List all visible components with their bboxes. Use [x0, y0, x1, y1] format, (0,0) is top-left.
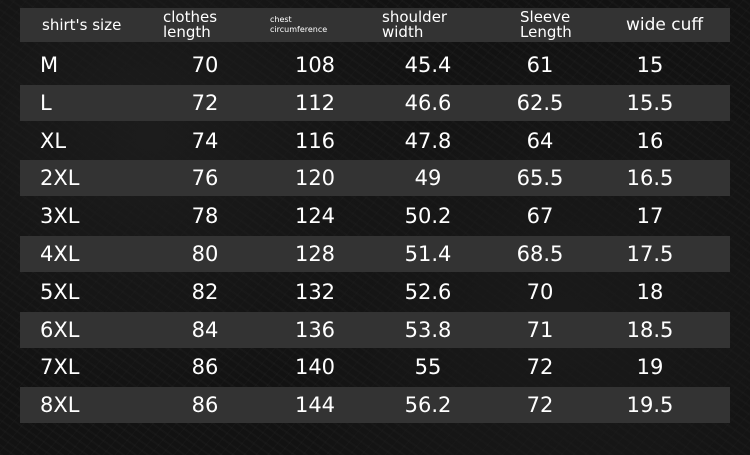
- measurement-cell: 70: [526, 279, 554, 304]
- measurement-cell: 136: [294, 317, 336, 342]
- column-header-line: width: [382, 23, 424, 41]
- size-cell: 6XL: [40, 317, 80, 342]
- measurement-cell: 65.5: [516, 166, 564, 191]
- table-row: 6XL 84 136 53.8 71 18.5: [20, 311, 730, 348]
- measurement-cell: 47.8: [404, 128, 452, 153]
- size-cell: 5XL: [40, 279, 80, 304]
- measurement-cell: 16: [636, 128, 664, 153]
- measurement-cell: 18: [636, 279, 664, 304]
- size-cell: L: [40, 90, 52, 115]
- measurement-cell: 46.6: [404, 90, 452, 115]
- column-header-line: Length: [520, 23, 572, 41]
- measurement-cell: 144: [294, 393, 336, 418]
- measurement-cell: 68.5: [516, 242, 564, 266]
- measurement-cell: 50.2: [404, 204, 452, 229]
- measurement-cell: 76: [191, 166, 219, 191]
- column-header-line: Sleeve: [520, 8, 571, 26]
- measurement-cell: 16.5: [626, 166, 674, 191]
- measurement-cell: 49: [414, 166, 442, 191]
- measurement-cell: 71: [526, 317, 554, 342]
- measurement-cell: 51.4: [404, 242, 452, 266]
- measurement-cell: 80: [191, 242, 219, 266]
- column-header: chest circumference: [270, 8, 327, 42]
- size-cell: 3XL: [40, 204, 80, 229]
- column-header: clothes length: [163, 8, 217, 42]
- size-cell: M: [40, 53, 59, 77]
- measurement-cell: 72: [191, 90, 219, 115]
- measurement-cell: 70: [191, 53, 219, 77]
- column-header: wide cuff: [626, 8, 703, 42]
- measurement-cell: 112: [294, 90, 336, 115]
- size-cell: 8XL: [40, 393, 80, 418]
- table-row: XL 74 116 47.8 64 16: [20, 123, 730, 159]
- column-header-line: shoulder: [382, 8, 448, 26]
- measurement-cell: 108: [294, 53, 336, 77]
- measurement-cell: 56.2: [404, 393, 452, 418]
- measurement-cell: 86: [191, 393, 219, 418]
- measurement-cell: 64: [526, 128, 554, 153]
- column-header-line: length: [163, 23, 211, 41]
- measurement-cell: 86: [191, 355, 219, 380]
- table-row: 7XL 86 140 55 72 19: [20, 349, 730, 385]
- measurement-cell: 78: [191, 204, 219, 229]
- column-header: shirt's size: [42, 8, 121, 42]
- measurement-cell: 124: [294, 204, 336, 229]
- measurement-cell: 74: [191, 128, 219, 153]
- table-row: M 70 108 45.4 61 15: [20, 47, 730, 83]
- measurement-cell: 132: [294, 279, 336, 304]
- table-row: 2XL 76 120 49 65.5 16.5: [20, 160, 730, 197]
- column-header: shoulder width: [382, 8, 447, 42]
- table-row: 5XL 82 132 52.6 70 18: [20, 274, 730, 310]
- measurement-cell: 53.8: [404, 317, 452, 342]
- measurement-cell: 82: [191, 279, 219, 304]
- table-row: 3XL 78 124 50.2 67 17: [20, 198, 730, 234]
- measurement-cell: 140: [294, 355, 336, 380]
- measurement-cell: 67: [526, 204, 554, 229]
- column-header-line: circumference: [270, 25, 328, 34]
- measurement-cell: 55: [414, 355, 442, 380]
- measurement-cell: 19: [636, 355, 664, 380]
- table-row: 8XL 86 144 56.2 72 19.5: [20, 387, 730, 424]
- measurement-cell: 17.5: [626, 242, 674, 266]
- table-row: 4XL 80 128 51.4 68.5 17.5: [20, 236, 730, 272]
- measurement-cell: 72: [526, 355, 554, 380]
- size-cell: XL: [40, 128, 67, 153]
- column-header-line: chest: [270, 15, 292, 24]
- measurement-cell: 61: [526, 53, 554, 77]
- column-header-line: clothes: [163, 8, 218, 26]
- measurement-cell: 17: [636, 204, 664, 229]
- measurement-cell: 18.5: [626, 317, 674, 342]
- column-header-line: wide cuff: [626, 14, 704, 35]
- measurement-cell: 72: [526, 393, 554, 418]
- measurement-cell: 62.5: [516, 90, 564, 115]
- measurement-cell: 116: [294, 128, 336, 153]
- measurement-cell: 128: [294, 242, 336, 266]
- size-cell: 2XL: [40, 166, 80, 191]
- size-cell: 7XL: [40, 355, 80, 380]
- column-header-line: shirt's size: [42, 15, 122, 34]
- header-row: shirt's size clothes length chest circumfere…: [20, 8, 730, 42]
- column-header: Sleeve Length: [520, 8, 572, 42]
- size-cell: 4XL: [40, 242, 80, 266]
- measurement-cell: 19.5: [626, 393, 674, 418]
- measurement-cell: 84: [191, 317, 219, 342]
- measurement-cell: 45.4: [404, 53, 452, 77]
- measurement-cell: 52.6: [404, 279, 452, 304]
- measurement-cell: 15.5: [626, 90, 674, 115]
- measurement-cell: 15: [636, 53, 664, 77]
- table-row: L 72 112 46.6 62.5 15.5: [20, 84, 730, 121]
- measurement-cell: 120: [294, 166, 336, 191]
